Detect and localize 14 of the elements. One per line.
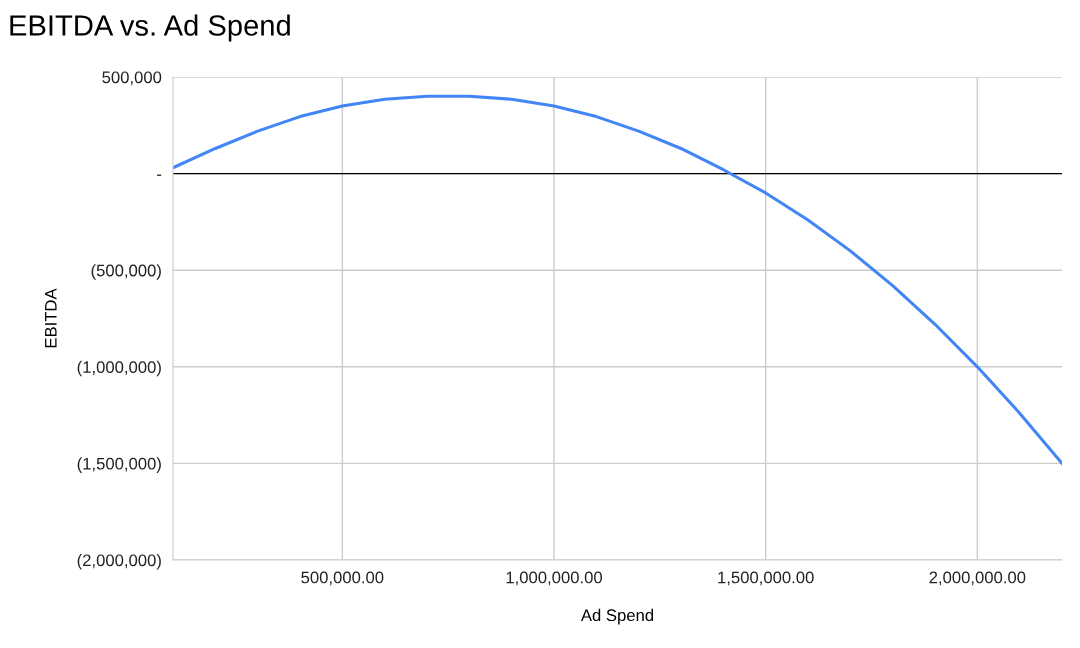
x-tick-label: 1,500,000.00 xyxy=(718,571,814,586)
y-tick-label: (1,000,000) xyxy=(77,360,161,377)
x-axis-title: Ad Spend xyxy=(580,608,654,625)
y-axis-title: EBITDA xyxy=(45,288,57,348)
y-tick-label: (500,000) xyxy=(91,264,161,280)
x-tick-label: 2,000,000.00 xyxy=(929,571,1026,586)
y-tick-label: (1,500,000) xyxy=(77,457,161,473)
line-series xyxy=(173,94,1062,465)
chart-title: EBITDA vs. Ad Spend xyxy=(10,14,290,42)
y-tick-label: 500,000 xyxy=(102,71,162,86)
x-tick-label: 500,000.00 xyxy=(301,571,384,586)
y-tick-label: (2,000,000) xyxy=(77,553,161,570)
y-tick-label: - xyxy=(157,174,162,176)
x-tick-label: 1,000,000.00 xyxy=(506,571,603,586)
